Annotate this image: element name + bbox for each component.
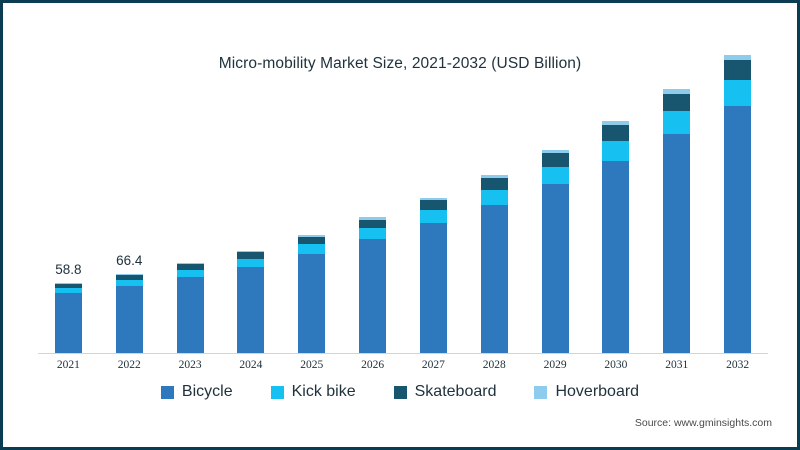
chart-legend: Bicycle Kick bike Skateboard Hoverboard: [3, 383, 797, 401]
legend-item-kick-bike[interactable]: Kick bike: [270, 383, 356, 401]
bar-2027[interactable]: [419, 197, 447, 353]
data-label-2021: 58.8: [55, 261, 82, 277]
legend-item-hoverboard[interactable]: Hoverboard: [534, 383, 639, 401]
bar-2031[interactable]: [663, 89, 691, 353]
legend-swatch-icon-skateboard: [393, 385, 407, 399]
bar-segment-kick-bike-2024[interactable]: [237, 258, 265, 267]
bar-segment-bicycle-2022[interactable]: [115, 285, 143, 353]
bar-segment-hoverboard-2022[interactable]: [115, 273, 143, 275]
bar-segment-kick-bike-2029[interactable]: [541, 166, 569, 184]
bar-segment-bicycle-2021[interactable]: [54, 292, 82, 353]
bar-segment-skateboard-2026[interactable]: [359, 219, 387, 229]
bar-2032[interactable]: [724, 54, 752, 353]
x-tick-2027: 2027: [421, 359, 445, 371]
bar-segment-kick-bike-2031[interactable]: [663, 111, 691, 135]
legend-item-bicycle[interactable]: Bicycle: [160, 383, 233, 401]
bar-segment-kick-bike-2021[interactable]: [54, 288, 82, 293]
bar-segment-bicycle-2030[interactable]: [602, 160, 630, 353]
bar-segment-hoverboard-2026[interactable]: [359, 217, 387, 220]
bar-segment-kick-bike-2032[interactable]: [724, 80, 752, 107]
bar-segment-bicycle-2032[interactable]: [724, 106, 752, 353]
bar-2024[interactable]: [237, 250, 265, 353]
bar-segment-bicycle-2028[interactable]: [480, 204, 508, 353]
bar-segment-hoverboard-2031[interactable]: [663, 89, 691, 94]
bar-segment-skateboard-2031[interactable]: [663, 93, 691, 112]
bar-segment-skateboard-2024[interactable]: [237, 252, 265, 259]
bar-segment-skateboard-2023[interactable]: [176, 264, 204, 270]
x-tick-2022: 2022: [117, 359, 141, 371]
bar-segment-bicycle-2026[interactable]: [359, 239, 387, 353]
bar-segment-skateboard-2021[interactable]: [54, 283, 82, 289]
bar-segment-hoverboard-2032[interactable]: [724, 54, 752, 61]
bar-segment-kick-bike-2027[interactable]: [419, 210, 447, 224]
legend-label: Skateboard: [414, 383, 497, 400]
bar-segment-hoverboard-2023[interactable]: [176, 263, 204, 265]
bar-segment-skateboard-2030[interactable]: [602, 125, 630, 141]
bar-2029[interactable]: [541, 149, 569, 353]
bar-2025[interactable]: [298, 234, 326, 353]
bar-segment-kick-bike-2030[interactable]: [602, 140, 630, 161]
x-tick-2030: 2030: [604, 359, 628, 371]
bar-segment-bicycle-2031[interactable]: [663, 134, 691, 353]
bar-segment-hoverboard-2029[interactable]: [541, 149, 569, 154]
source-note: Source: www.gminsights.com: [634, 417, 772, 429]
x-axis-line: [38, 353, 768, 354]
bar-segment-bicycle-2027[interactable]: [419, 223, 447, 353]
plot-area: 58.8 66.4: [38, 54, 768, 353]
legend-label: Hoverboard: [555, 383, 640, 400]
bar-segment-hoverboard-2024[interactable]: [237, 250, 265, 253]
bar-segment-hoverboard-2021[interactable]: [54, 282, 82, 284]
bar-segment-kick-bike-2022[interactable]: [115, 279, 143, 286]
x-tick-2028: 2028: [482, 359, 506, 371]
bar-segment-kick-bike-2028[interactable]: [480, 189, 508, 205]
bar-2021[interactable]: [54, 282, 82, 353]
bar-2022[interactable]: [115, 273, 143, 353]
bar-segment-skateboard-2032[interactable]: [724, 60, 752, 81]
x-tick-2025: 2025: [300, 359, 324, 371]
bar-segment-skateboard-2022[interactable]: [115, 274, 143, 280]
bar-segment-kick-bike-2026[interactable]: [359, 228, 387, 240]
bar-segment-skateboard-2025[interactable]: [298, 236, 326, 244]
bar-segment-skateboard-2029[interactable]: [541, 153, 569, 167]
bar-segment-skateboard-2027[interactable]: [419, 200, 447, 211]
legend-label: Kick bike: [291, 383, 356, 400]
page-title: Micro-mobility Market Size, 2021-2032 (U…: [218, 55, 582, 72]
bar-segment-skateboard-2028[interactable]: [480, 178, 508, 190]
bar-segment-hoverboard-2028[interactable]: [480, 175, 508, 179]
data-label-2022: 66.4: [116, 252, 143, 268]
x-tick-2031: 2031: [665, 359, 689, 371]
legend-label: Bicycle: [181, 383, 233, 400]
x-tick-2021: 2021: [56, 359, 80, 371]
legend-swatch-icon-kick-bike: [270, 385, 284, 399]
bar-segment-hoverboard-2027[interactable]: [419, 197, 447, 201]
bar-2030[interactable]: [602, 121, 630, 353]
bar-segment-hoverboard-2025[interactable]: [298, 234, 326, 237]
bar-2023[interactable]: [176, 263, 204, 353]
x-tick-2032: 2032: [726, 359, 750, 371]
bar-segment-bicycle-2025[interactable]: [298, 253, 326, 353]
x-tick-2023: 2023: [178, 359, 202, 371]
bar-segment-hoverboard-2030[interactable]: [602, 121, 630, 126]
bar-segment-kick-bike-2023[interactable]: [176, 269, 204, 277]
x-tick-2029: 2029: [543, 359, 567, 371]
bar-2026[interactable]: [359, 217, 387, 353]
bar-segment-bicycle-2023[interactable]: [176, 276, 204, 353]
x-axis-tick-labels: 2021 2022 2023 2024 2025 2026 2027 2028 2029 2030…: [38, 359, 768, 377]
bar-segment-kick-bike-2025[interactable]: [298, 243, 326, 254]
bar-segment-bicycle-2029[interactable]: [541, 183, 569, 353]
legend-swatch-icon-hoverboard: [534, 385, 548, 399]
legend-swatch-icon-bicycle: [160, 385, 174, 399]
x-tick-2024: 2024: [239, 359, 263, 371]
bar-2028[interactable]: [480, 175, 508, 353]
x-tick-2026: 2026: [361, 359, 385, 371]
legend-item-skateboard[interactable]: Skateboard: [393, 383, 497, 401]
bar-segment-bicycle-2024[interactable]: [237, 266, 265, 353]
